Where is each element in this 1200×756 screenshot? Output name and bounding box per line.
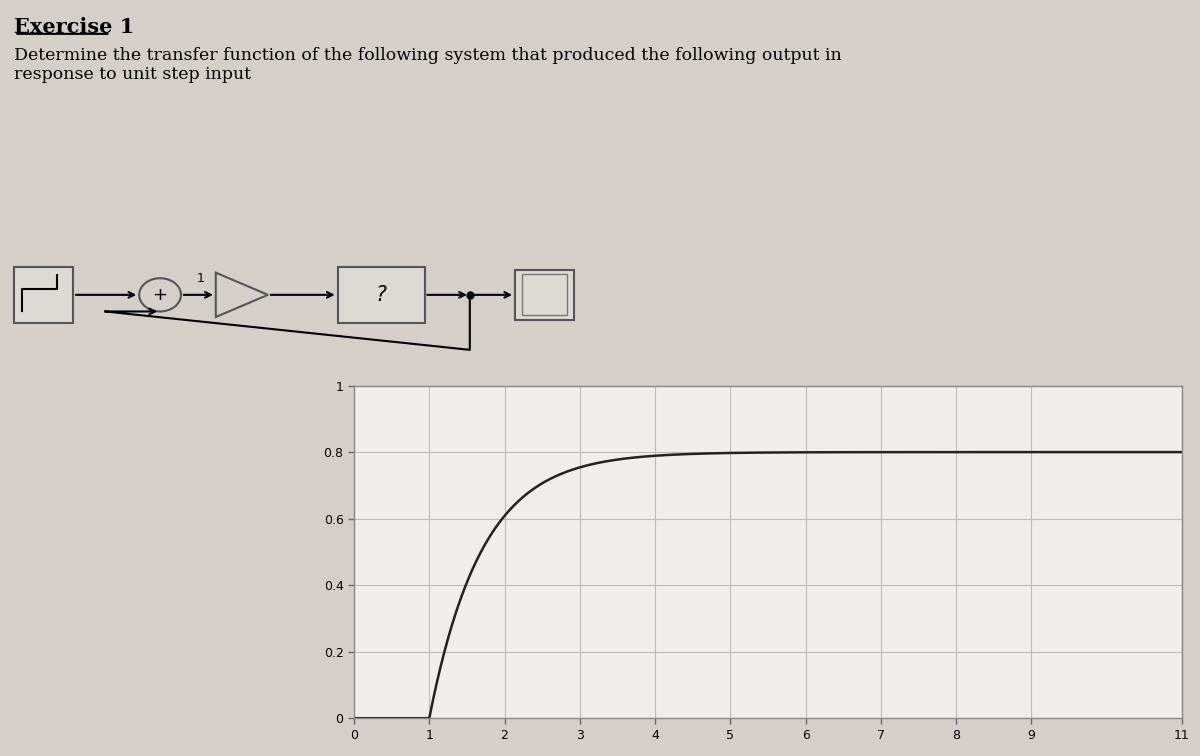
Circle shape xyxy=(139,278,181,311)
Bar xyxy=(14,267,73,323)
Text: 1: 1 xyxy=(197,272,204,285)
Text: ?: ? xyxy=(376,285,386,305)
Text: +: + xyxy=(152,286,168,304)
Bar xyxy=(337,267,425,323)
Text: Exercise 1: Exercise 1 xyxy=(14,17,134,37)
Text: Determine the transfer function of the following system that produced the follow: Determine the transfer function of the f… xyxy=(14,47,842,83)
Bar xyxy=(515,270,575,320)
Bar xyxy=(522,274,568,315)
Polygon shape xyxy=(216,273,268,317)
